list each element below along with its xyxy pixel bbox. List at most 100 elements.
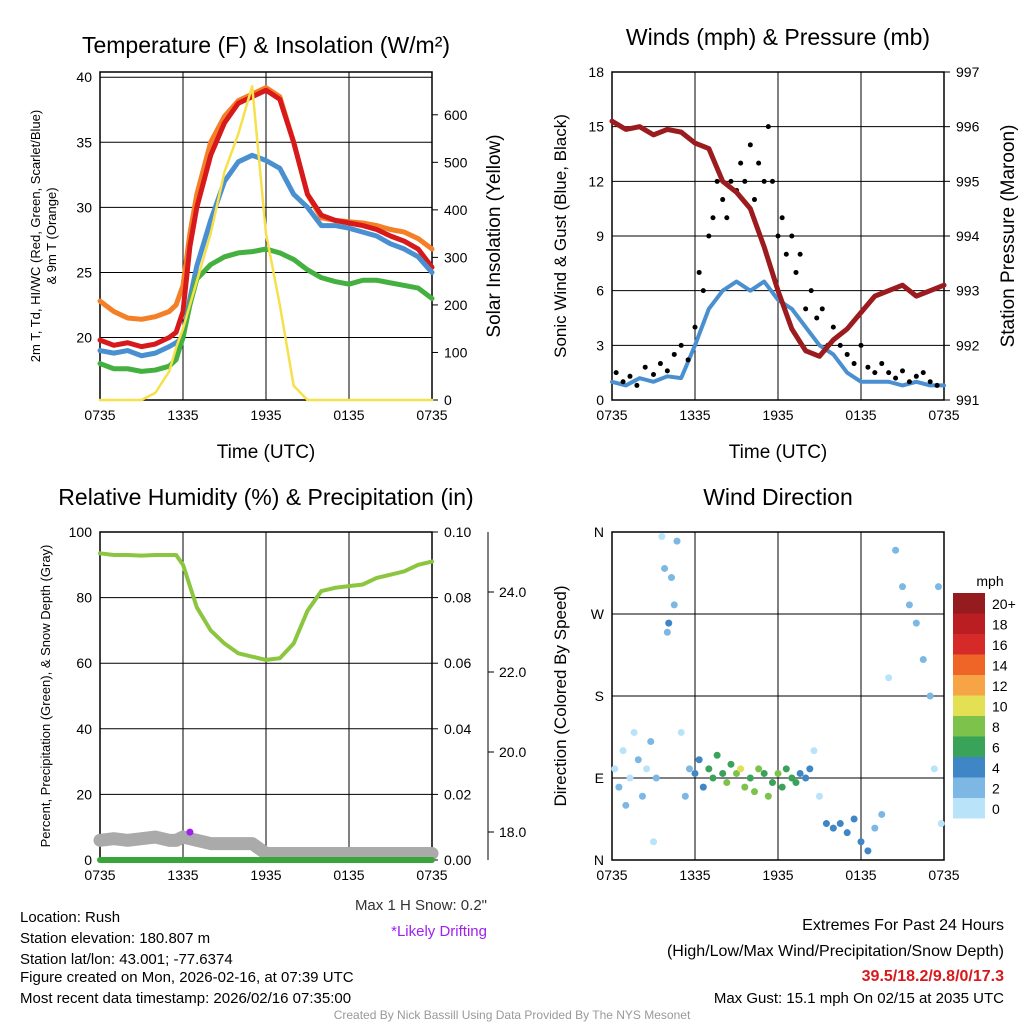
wind-direction-point (810, 747, 818, 755)
gust-point (830, 324, 836, 330)
gust-point (720, 197, 726, 203)
legend-swatch (953, 695, 985, 716)
x-tick-label: 0735 (928, 407, 959, 423)
temp-ylabel2: & 9m T (Orange) (44, 187, 59, 284)
elevation-text: Station elevation: 180.807 m (20, 930, 210, 947)
y-tick-label: 18 (588, 64, 604, 80)
gust-point (900, 368, 905, 374)
series-snow-depth (93, 830, 439, 860)
gust-point (865, 364, 871, 370)
gust-point (779, 215, 785, 221)
gust-point (627, 373, 633, 379)
wind-direction-point (937, 820, 945, 828)
legend-swatch (953, 593, 985, 614)
legend-title: mph (976, 573, 1003, 589)
gust-point (814, 315, 820, 321)
plot-frame (99, 71, 433, 401)
y-tick-label: 6 (596, 283, 604, 299)
gust-point (728, 178, 734, 184)
x-tick-label: 0735 (84, 867, 115, 883)
wind-direction-point (615, 783, 623, 791)
legend-swatch (953, 613, 985, 634)
gust-point (620, 379, 626, 385)
legend-label: 0 (992, 801, 1000, 817)
series-sonic-wind (610, 279, 946, 388)
wind-direction-point (850, 815, 858, 823)
wind-direction-point (677, 728, 685, 736)
drifting-point (186, 828, 194, 836)
snow-depth-tick-label: 22.0 (499, 664, 526, 680)
wind-direction-point (658, 533, 666, 541)
wind-direction-point (727, 760, 735, 768)
x-tick-label: 1335 (167, 867, 198, 883)
y-tick-label: 15 (588, 119, 604, 135)
wind-direction-point (705, 765, 713, 773)
wind-direction-point (796, 769, 804, 777)
y2-tick-label: 0 (444, 392, 452, 408)
y2-tick-label: 400 (444, 202, 468, 218)
x-tick-label: 0135 (333, 407, 364, 423)
wind-direction-point (611, 765, 619, 773)
wind-direction-point (673, 537, 681, 545)
max-snow-label: Max 1 H Snow: 0.2" (355, 897, 487, 914)
legend-swatch (953, 634, 985, 655)
wind-direction-point (626, 774, 634, 782)
y2-tick-label: 991 (956, 392, 980, 408)
gust-point (789, 233, 795, 239)
wind-direction-point (926, 692, 934, 700)
legend-label: 14 (992, 658, 1008, 674)
x-tick-label: 1335 (679, 867, 710, 883)
gust-point (920, 370, 926, 376)
wind-direction-point (905, 601, 913, 609)
y-tick-label: 60 (76, 655, 92, 671)
wind-direction-point (685, 765, 693, 773)
legend-swatch (953, 654, 985, 675)
wind-direction-point (737, 765, 745, 773)
latlon-text: Station lat/lon: 43.001; -77.6374 (20, 951, 233, 968)
wind-direction-point (802, 774, 810, 782)
gust-point (886, 370, 892, 376)
legend-label: 20+ (992, 596, 1016, 612)
gust-point (634, 382, 640, 388)
legend-label: 12 (992, 678, 1008, 694)
wind-direction-point (864, 847, 872, 855)
wind-direction-point (652, 774, 660, 782)
wind-direction-point (774, 769, 782, 777)
gust-point (803, 306, 809, 312)
x-tick-label: 0735 (416, 867, 447, 883)
wind-direction-point (792, 779, 800, 787)
legend-label: 10 (992, 699, 1008, 715)
wind-direction-point (892, 546, 900, 554)
wind-direction-point (822, 820, 830, 828)
legend-label: 6 (992, 740, 1000, 756)
y2-tick-label: 994 (956, 228, 980, 244)
legend-swatch (953, 798, 985, 819)
gust-point (700, 288, 706, 294)
y-tick-label: 20 (76, 330, 92, 346)
drifting-label: *Likely Drifting (391, 923, 487, 940)
gust-point (751, 197, 757, 203)
winds-xlabel: Time (UTC) (729, 442, 828, 463)
gust-point (837, 342, 843, 348)
credit-text: Created By Nick Bassill Using Data Provi… (334, 1008, 691, 1022)
wind-direction-point (638, 792, 646, 800)
gust-point (879, 361, 885, 367)
gust-point (678, 342, 684, 348)
y2-tick-label: 0.08 (444, 590, 471, 606)
y-tick-label: 40 (76, 721, 92, 737)
y-tick-label: N (594, 524, 604, 540)
gust-point (706, 233, 712, 239)
wind-direction-point (750, 788, 758, 796)
extremes-values: 39.5/18.2/9.8/0/17.3 (862, 968, 1004, 985)
winds-ylabel: Sonic Wind & Gust (Blue, Black) (551, 114, 570, 358)
y-tick-label: 35 (76, 134, 92, 150)
wind-direction-point (778, 783, 786, 791)
snow-depth-tick-label: 18.0 (499, 824, 526, 840)
y-tick-label: 100 (69, 524, 93, 540)
legend-label: 16 (992, 637, 1008, 653)
wind-direction-point (723, 779, 731, 787)
snow-depth-tick-label: 20.0 (499, 744, 526, 760)
rh-ylabel: Percent, Precipitation (Green), & Snow D… (38, 545, 53, 848)
legend-label: 8 (992, 719, 1000, 735)
extremes-subtitle: (High/Low/Max Wind/Precipitation/Snow De… (667, 943, 1004, 960)
